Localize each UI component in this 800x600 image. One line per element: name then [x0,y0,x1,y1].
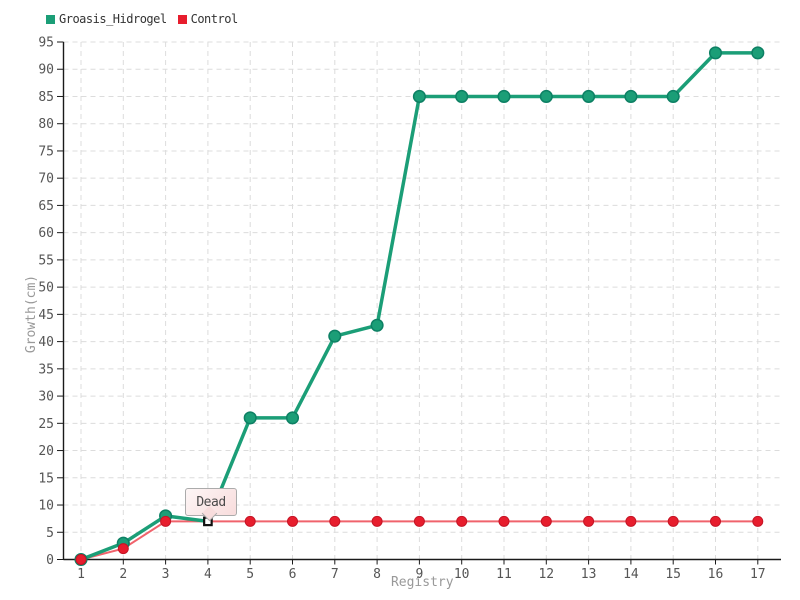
y-tick-label: 45 [38,308,54,323]
legend: Groasis_Hidrogel Control [46,13,238,25]
control-point[interactable] [413,515,425,527]
groasis-legend-swatch-icon [46,14,55,24]
legend-item-control[interactable]: Control [177,12,239,26]
control-point[interactable] [117,543,129,555]
control-point[interactable] [244,515,256,527]
y-tick-label: 75 [38,144,54,159]
y-tick-label: 0 [46,553,54,568]
y-tick-label: 25 [38,417,54,432]
legend-label-groasis: Groasis_Hidrogel [59,12,167,26]
control-point[interactable] [160,515,172,527]
y-axis-title: Growth(cm) [24,275,39,353]
y-tick-label: 20 [38,444,54,459]
control-point[interactable] [498,515,510,527]
y-tick-label: 35 [38,362,54,377]
groasis-point[interactable] [455,89,469,104]
groasis-point[interactable] [708,46,723,60]
x-tick-label: 9 [415,567,423,582]
x-tick-label: 11 [496,567,512,582]
y-tick-label: 10 [38,499,54,514]
gridlines [63,41,781,560]
y-tick-label: 95 [38,36,54,51]
axes [62,42,781,561]
x-tick-label: 5 [246,567,254,582]
groasis-point[interactable] [497,89,511,104]
tick-marks [57,41,759,565]
legend-label-control: Control [190,12,239,26]
groasis-point[interactable] [582,89,596,104]
control-point[interactable] [329,515,341,527]
groasis-point[interactable] [328,329,342,343]
control-point[interactable] [710,515,721,527]
x-tick-label: 7 [331,567,339,582]
x-tick-label: 16 [708,567,724,582]
y-tick-label: 30 [38,390,54,405]
x-tick-label: 3 [162,567,170,582]
x-tick-label: 10 [454,567,470,582]
control-point[interactable] [667,515,679,527]
x-axis-title: Registry [391,575,454,590]
groasis-point[interactable] [285,411,300,425]
control-point[interactable] [287,515,298,527]
x-tick-label: 17 [750,567,766,582]
x-tick-label: 8 [373,567,381,582]
control-point[interactable] [371,515,383,527]
x-tick-label: 13 [581,567,597,582]
y-tick-label: 50 [38,281,54,296]
x-tick-label: 15 [665,567,681,582]
groasis-point[interactable] [539,89,553,104]
y-tick-label: 15 [38,471,54,486]
tooltip-dead-label: Dead [196,494,226,510]
control-point[interactable] [456,515,468,527]
y-tick-label: 60 [38,226,54,241]
y-tick-label: 80 [38,117,54,132]
control-point[interactable] [625,515,637,527]
control-point[interactable] [752,515,764,527]
groasis-point[interactable] [412,89,426,104]
groasis-point[interactable] [624,89,638,104]
control-point[interactable] [540,515,552,527]
groasis-point[interactable] [666,89,680,104]
y-tick-label: 55 [38,253,54,268]
x-tick-label: 4 [204,567,212,582]
y-tick-label: 40 [38,335,54,350]
groasis-point[interactable] [751,46,765,60]
y-tick-label: 90 [38,63,54,78]
control-point[interactable] [583,515,595,527]
groasis-point[interactable] [243,411,257,425]
control-point[interactable] [75,554,87,565]
x-tick-label: 14 [623,567,639,582]
x-tick-label: 2 [119,567,127,582]
y-tick-label: 65 [38,199,54,214]
x-tick-label: 6 [289,567,297,582]
groasis-point[interactable] [370,318,384,332]
y-tick-label: 85 [38,90,54,105]
x-tick-label: 12 [538,567,554,582]
legend-item-groasis[interactable]: Groasis_Hidrogel [46,13,167,25]
y-tick-label: 70 [38,172,54,187]
y-tick-label: 5 [46,526,54,541]
x-tick-label: 1 [77,567,85,582]
control-legend-swatch-icon [177,14,187,24]
